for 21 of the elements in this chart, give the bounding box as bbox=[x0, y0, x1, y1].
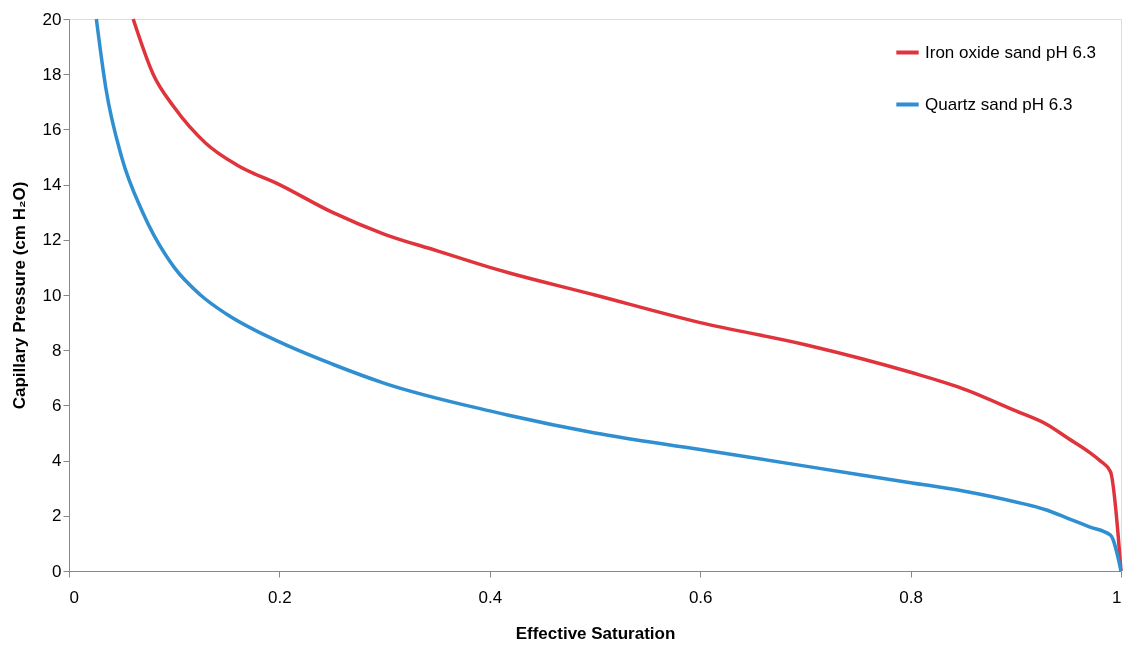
x-tick-label: 0.8 bbox=[899, 587, 923, 607]
y-tick-label: 2 bbox=[52, 506, 62, 526]
y-tick-label: 0 bbox=[52, 561, 62, 581]
x-axis-title: Effective Saturation bbox=[515, 623, 676, 643]
x-tick-label: 0.2 bbox=[268, 587, 292, 607]
y-tick-label: 6 bbox=[52, 395, 62, 415]
x-tick-label: 0.4 bbox=[478, 587, 503, 607]
y-tick-label: 10 bbox=[42, 285, 62, 305]
y-tick-label: 14 bbox=[42, 175, 62, 195]
x-tick-label: 0.6 bbox=[688, 587, 713, 607]
x-tick-label: 1 bbox=[1112, 587, 1122, 607]
y-tick-label: 12 bbox=[42, 230, 62, 250]
y-tick-label: 8 bbox=[52, 340, 62, 360]
y-tick-label: 16 bbox=[42, 119, 62, 139]
y-axis-title: Capillary Pressure (cm H₂O) bbox=[9, 181, 29, 410]
y-tick-label: 18 bbox=[42, 64, 62, 84]
y-tick-label: 20 bbox=[42, 9, 62, 29]
x-tick-label: 0 bbox=[69, 587, 79, 607]
legend-label: Iron oxide sand pH 6.3 bbox=[925, 42, 1097, 62]
y-tick-label: 4 bbox=[52, 451, 62, 471]
legend-label: Quartz sand pH 6.3 bbox=[925, 94, 1073, 114]
